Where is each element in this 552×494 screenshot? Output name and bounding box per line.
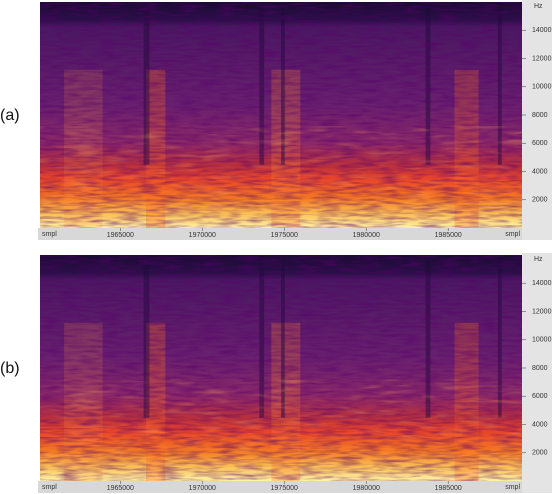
x-unit-label: smpl — [505, 484, 520, 491]
y-axis-strip — [522, 253, 552, 493]
panel-label: (b) — [0, 360, 20, 377]
x-tick-label: 1980000 — [353, 232, 380, 239]
spectrogram-texture — [40, 379, 522, 481]
y-unit-label: Hz — [534, 256, 543, 263]
y-tick-label: 6000 — [532, 393, 548, 400]
y-tick-label: 12000 — [532, 55, 552, 62]
x-axis-strip — [38, 481, 524, 493]
x-tick-label: 1985000 — [435, 232, 462, 239]
panel-label: (a) — [0, 107, 20, 124]
y-tick-label: 4000 — [532, 421, 548, 428]
y-tick-label: 10000 — [532, 337, 552, 344]
spectrogram-texture — [40, 126, 522, 228]
x-tick-label: 1985000 — [435, 485, 462, 492]
x-tick-label: 1975000 — [271, 485, 298, 492]
y-tick-label: 2000 — [532, 197, 548, 204]
x-tick-label: 1970000 — [189, 232, 216, 239]
y-tick-label: 8000 — [532, 112, 548, 119]
x-tick-label: 1975000 — [271, 232, 298, 239]
x-unit-label: smpl — [505, 231, 520, 238]
x-axis-strip — [38, 228, 524, 240]
x-tick-label: 1965000 — [107, 232, 134, 239]
y-tick-label: 8000 — [532, 365, 548, 372]
y-tick-label: 14000 — [532, 280, 552, 287]
x-tick-label: 1970000 — [189, 485, 216, 492]
y-tick-label: 2000 — [532, 450, 548, 457]
y-unit-label: Hz — [534, 3, 543, 10]
y-tick-label: 4000 — [532, 168, 548, 175]
y-tick-label: 12000 — [532, 308, 552, 315]
x-tick-label: 1980000 — [353, 485, 380, 492]
y-tick-label: 14000 — [532, 27, 552, 34]
y-axis-strip — [522, 0, 552, 240]
x-unit-label: smpl — [42, 231, 57, 238]
y-tick-label: 10000 — [532, 84, 552, 91]
x-unit-label: smpl — [42, 484, 57, 491]
x-tick-label: 1965000 — [107, 485, 134, 492]
y-tick-label: 6000 — [532, 140, 548, 147]
